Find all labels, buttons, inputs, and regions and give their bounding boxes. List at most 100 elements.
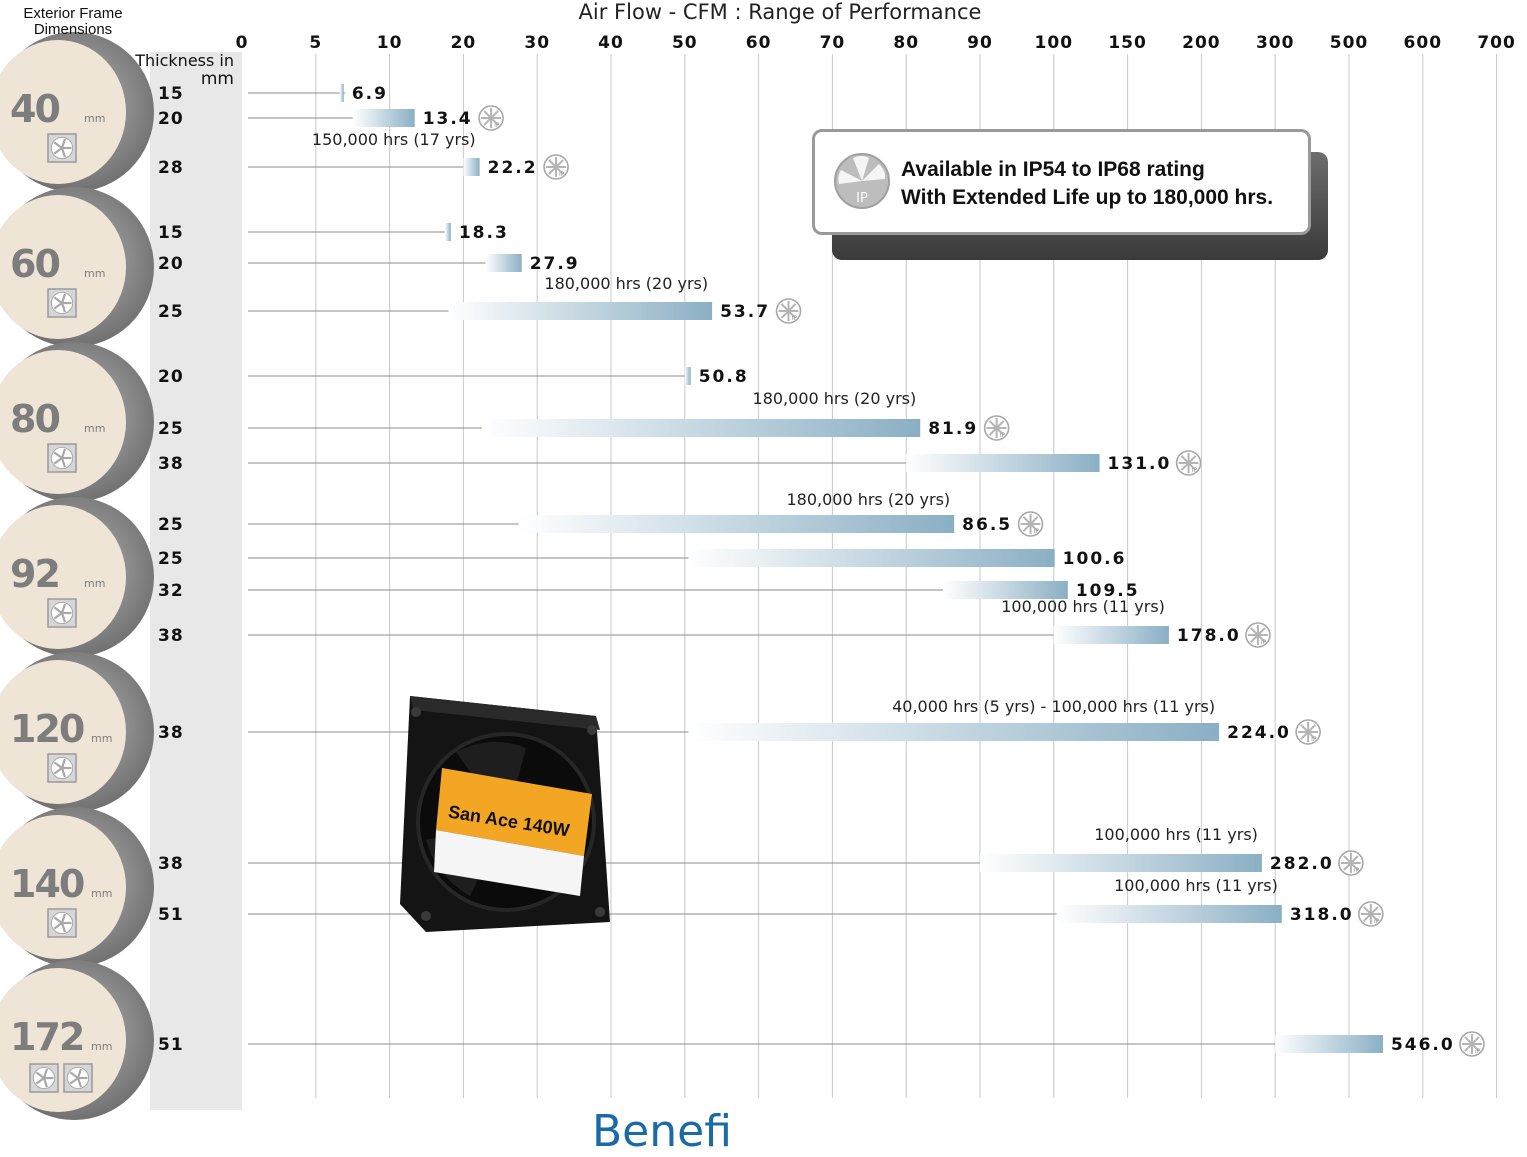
ip-rating-icon: IP (983, 415, 1010, 441)
airflow-bar (485, 254, 522, 272)
frame-size-label: 172 (10, 1015, 83, 1059)
x-tick-label: 150 (1108, 33, 1147, 53)
airflow-bar (518, 515, 955, 533)
life-expectancy-label: 180,000 hrs (20 yrs) (753, 389, 917, 408)
frame-size-label: 140 (10, 862, 84, 906)
frame-size-40: 40 mm (0, 32, 154, 192)
svg-text:IP: IP (1261, 639, 1267, 646)
airflow-bar (906, 454, 1100, 472)
airflow-bar (684, 367, 691, 385)
thickness-value: 15 (158, 223, 184, 243)
data-row: 28 22.2 IP 150,000 hrs (17 yrs) (158, 130, 569, 180)
data-row: 25 86.5 IP 180,000 hrs (20 yrs) (158, 490, 1044, 537)
single-fan-icon (47, 288, 77, 318)
x-tick-label: 70 (820, 33, 846, 53)
life-expectancy-label: 100,000 hrs (11 yrs) (1001, 597, 1165, 616)
single-fan-icon (47, 133, 77, 163)
thickness-value: 51 (158, 1035, 184, 1055)
ip-rating-icon: IP (1459, 1031, 1485, 1057)
max-airflow-label: 224.0 (1227, 723, 1291, 743)
frame-unit-label: mm (84, 112, 105, 125)
data-row: 51 546.0 IP (158, 1031, 1485, 1057)
max-airflow-label: 18.3 (459, 223, 509, 243)
svg-text:IP: IP (856, 191, 868, 206)
frame-unit-label: mm (91, 732, 112, 745)
data-row: 38 131.0 IP (158, 450, 1202, 476)
frame-size-label: 60 (10, 242, 59, 286)
svg-text:IP: IP (1311, 736, 1317, 743)
frame-label-line1: Exterior Frame (23, 5, 123, 22)
airflow-bar (448, 302, 713, 320)
single-fan-icon (47, 908, 77, 938)
thickness-value: 25 (158, 419, 184, 439)
data-row: 25 53.7 IP 180,000 hrs (20 yrs) (158, 274, 802, 324)
frame-size-label: 120 (10, 707, 84, 751)
airflow-bar (481, 419, 921, 437)
data-row: 20 27.9 (158, 254, 580, 274)
max-airflow-label: 131.0 (1108, 454, 1172, 474)
max-airflow-label: 81.9 (928, 419, 978, 439)
max-airflow-label: 22.2 (488, 158, 538, 178)
x-tick-label: 600 (1404, 33, 1443, 53)
data-row: 38 178.0 IP 100,000 hrs (11 yrs) (158, 597, 1271, 648)
life-expectancy-label: 150,000 hrs (17 yrs) (312, 130, 476, 149)
thickness-value: 25 (158, 549, 184, 569)
frame-unit-label: mm (91, 887, 112, 900)
thickness-sidebar (150, 52, 242, 1110)
max-airflow-label: 86.5 (962, 515, 1012, 535)
ip-rating-icon: IP (1358, 901, 1384, 927)
airflow-bar (688, 549, 1055, 567)
data-row: 25 81.9 IP 180,000 hrs (20 yrs) (158, 389, 1010, 441)
thickness-value: 25 (158, 302, 184, 322)
data-row: 38 224.0 IP 40,000 hrs (5 yrs) - 100,000 hr… (158, 697, 1321, 745)
frame-size-120: 120 mm (0, 652, 154, 812)
max-airflow-label: 13.4 (423, 109, 473, 129)
max-airflow-label: 546.0 (1391, 1035, 1455, 1055)
x-tick-label: 300 (1256, 33, 1295, 53)
life-expectancy-label: 100,000 hrs (11 yrs) (1094, 825, 1258, 844)
thickness-value: 51 (158, 905, 184, 925)
thickness-value: 20 (158, 109, 184, 129)
frame-unit-label: mm (91, 1040, 112, 1053)
max-airflow-label: 100.6 (1063, 549, 1127, 569)
x-tick-label: 60 (746, 33, 772, 53)
x-tick-label: 500 (1330, 33, 1369, 53)
ip-fan-icon: IP (834, 153, 890, 209)
max-airflow-label: 27.9 (530, 254, 580, 274)
single-fan-icon (47, 443, 77, 473)
frame-size-172: 172 mm (0, 960, 154, 1120)
ip-rating-icon: IP (478, 105, 504, 131)
max-airflow-label: 6.9 (352, 84, 388, 104)
airflow-bar (980, 854, 1262, 872)
callout-line1: Available in IP54 to IP68 rating (901, 158, 1205, 181)
frame-size-140: 140 mm (0, 807, 154, 967)
thickness-value: 28 (158, 158, 184, 178)
airflow-bar (352, 109, 415, 127)
x-tick-label: 90 (967, 33, 993, 53)
x-tick-label: 700 (1477, 33, 1516, 53)
chart-title: Air Flow - CFM : Range of Performance (578, 0, 982, 24)
x-tick-label: 5 (309, 33, 322, 53)
data-row: 20 50.8 (158, 367, 749, 387)
svg-text:IP: IP (1475, 1048, 1481, 1055)
airflow-bar (1275, 1035, 1383, 1053)
frame-unit-label: mm (84, 422, 105, 435)
x-tick-label: 0 (236, 33, 249, 53)
airflow-bar (688, 723, 1220, 741)
ip-rating-icon: IP (1338, 850, 1364, 876)
max-airflow-label: 50.8 (699, 367, 749, 387)
life-expectancy-label: 180,000 hrs (20 yrs) (544, 274, 708, 293)
svg-text:IP: IP (1034, 528, 1040, 535)
x-tick-label: 20 (451, 33, 477, 53)
svg-text:IP: IP (1000, 432, 1006, 439)
data-row: 15 18.3 (158, 223, 509, 243)
frame-size-60: 60 mm (0, 187, 154, 347)
dual-fan-icon-left (29, 1063, 59, 1093)
frame-dimensions-label: Exterior Frame Dimensions (4, 6, 142, 38)
ip-callout-box: IP Available in IP54 to IP68 rating With… (812, 129, 1311, 235)
life-expectancy-label: 180,000 hrs (20 yrs) (786, 490, 950, 509)
ip-rating-icon: IP (1245, 622, 1271, 648)
svg-text:IP: IP (559, 171, 565, 178)
thickness-value: 38 (158, 723, 184, 743)
thickness-value: 20 (158, 367, 184, 387)
